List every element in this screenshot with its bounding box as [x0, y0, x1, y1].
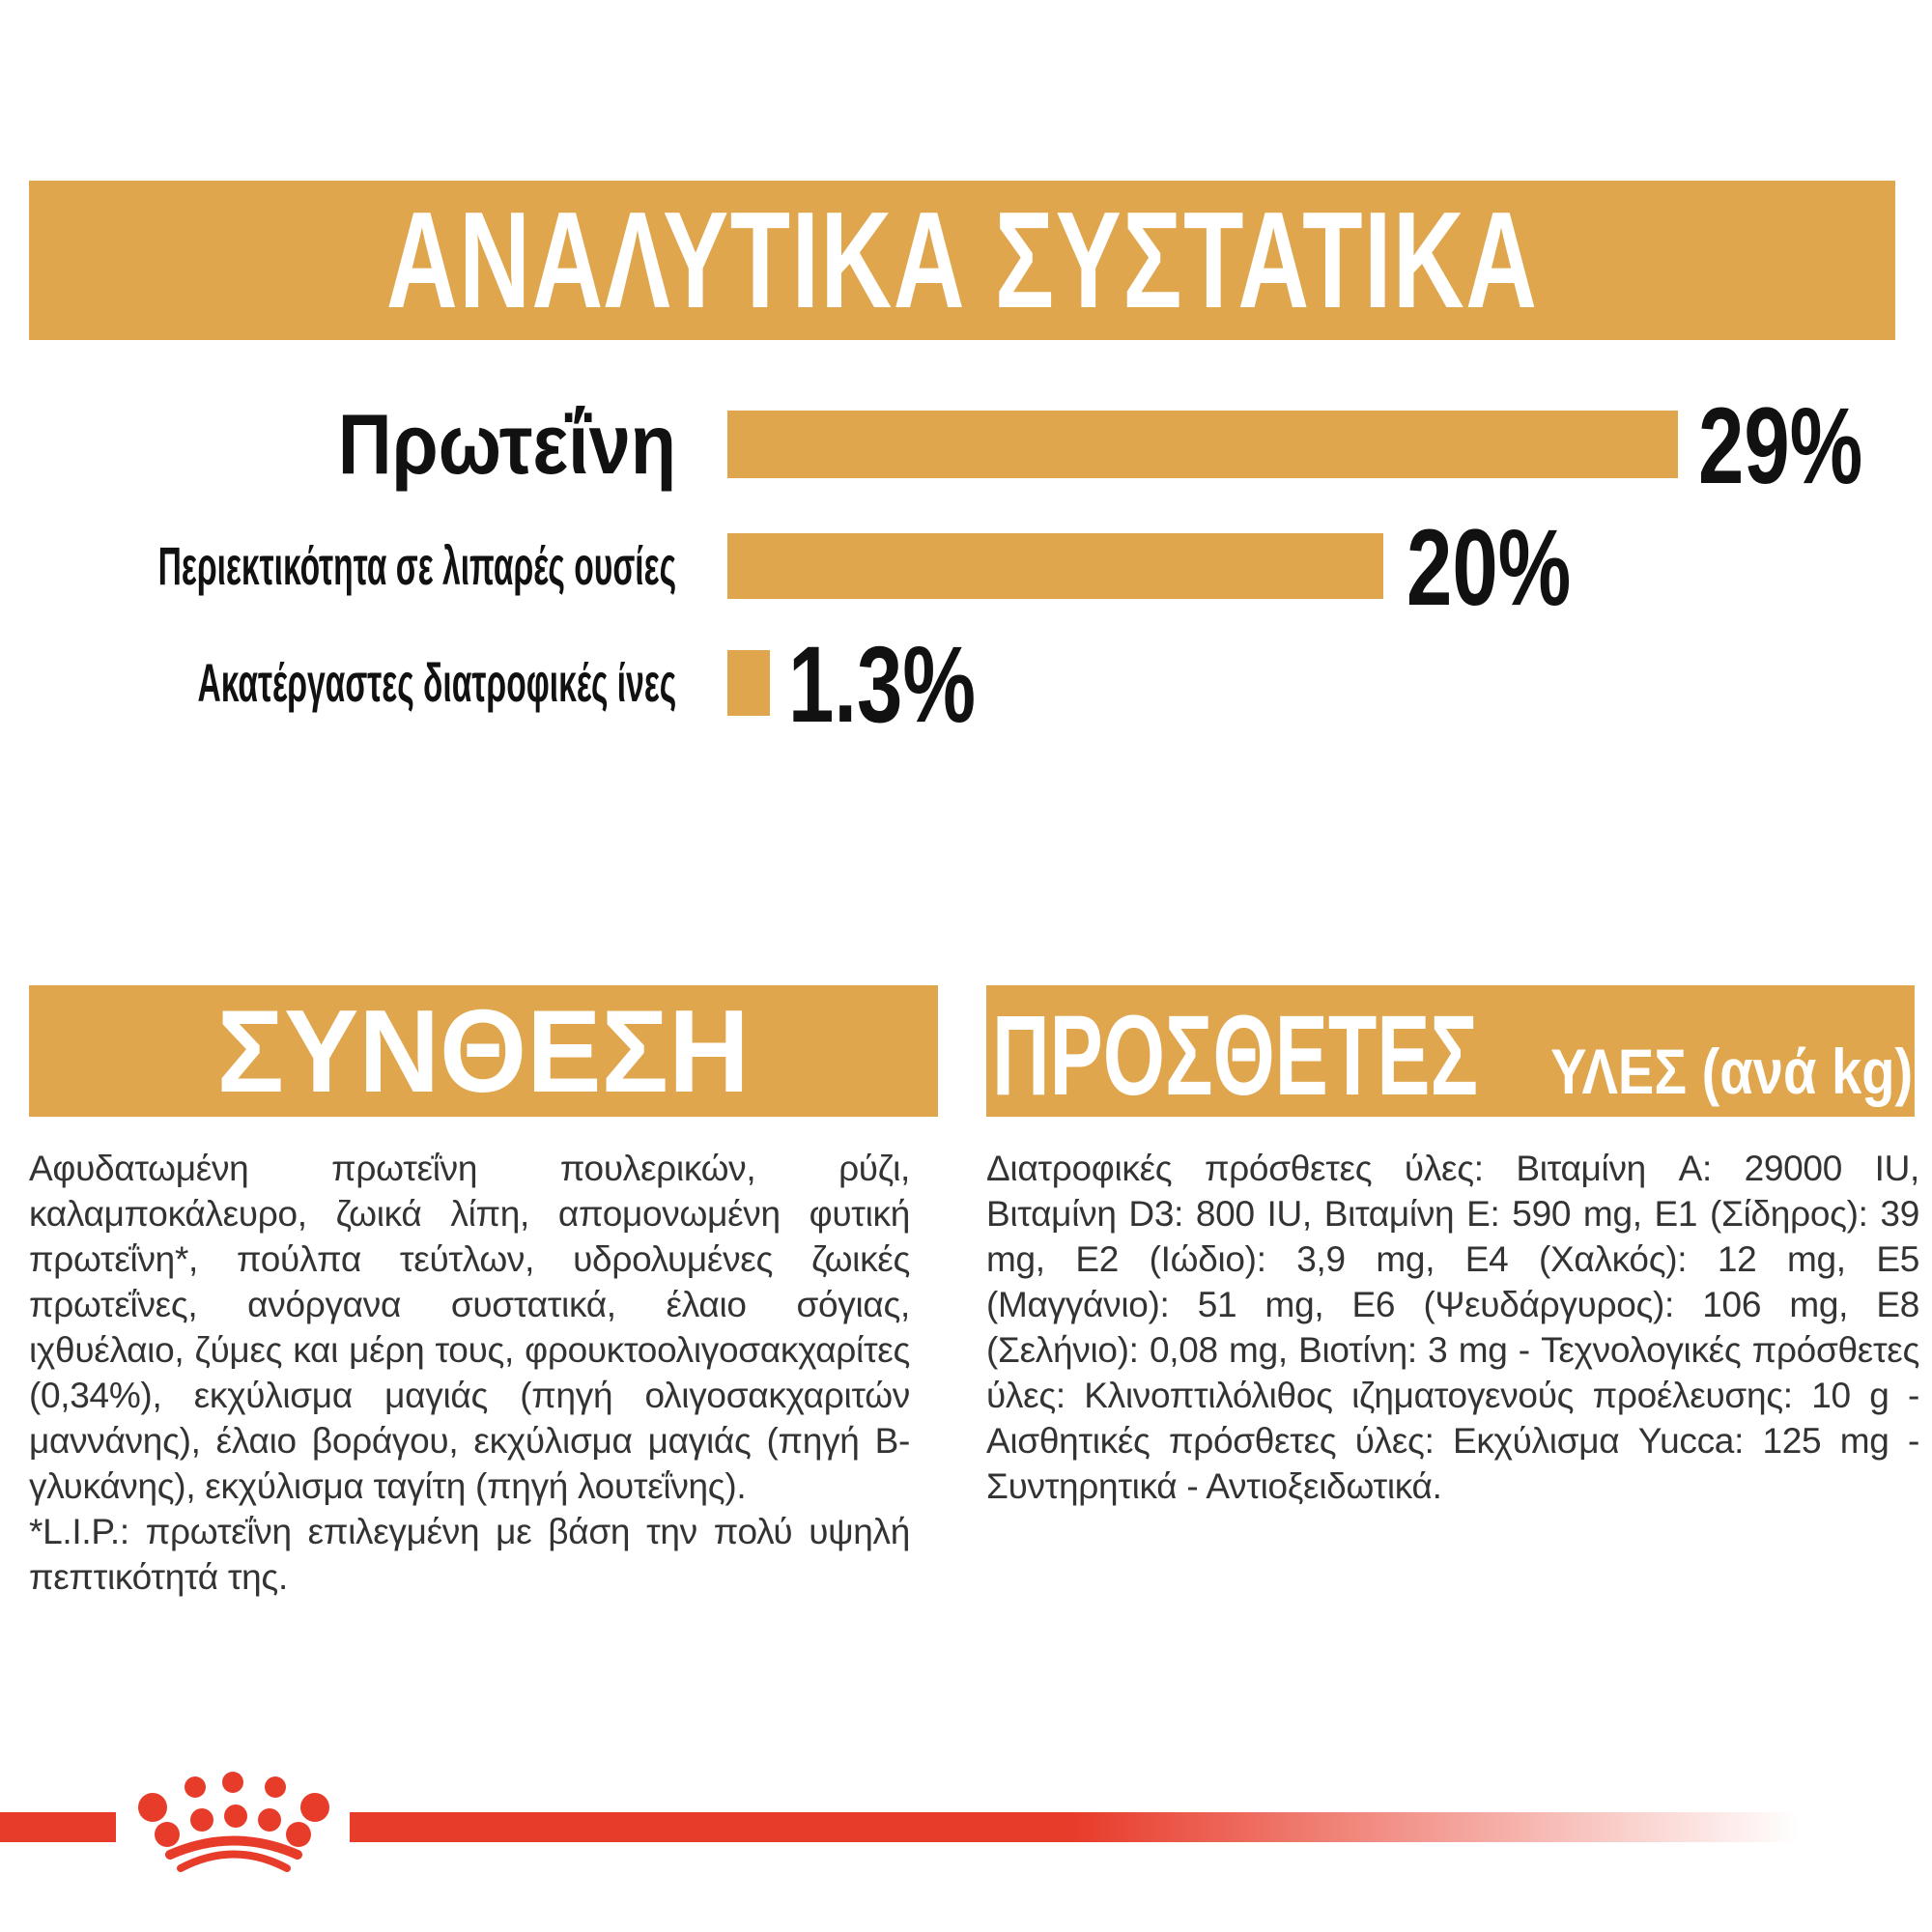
chart-bar-protein [727, 411, 1678, 478]
footer-red-line-right [350, 1812, 1800, 1842]
additives-paragraph: Διατροφικές πρόσθετες ύλες: Βιταμίνη A: … [986, 1149, 1919, 1506]
chart-value-protein: 29% [1698, 385, 1863, 506]
chart-value-fat: 20% [1406, 507, 1572, 628]
composition-footnote: *L.I.P.: πρωτεΐνη επιλεγμένη με βάση την… [29, 1512, 910, 1597]
chart-value-fibre: 1.3% [788, 624, 977, 745]
chart-label-fat: Περιεκτικότητα σε λιπαρές ουσίες [157, 535, 676, 596]
analytical-constituents-banner: ΑΝΑΛΥΤΙΚΑ ΣΥΣΤΑΤΙΚΑ [29, 181, 1895, 340]
chart-bar-fat [727, 533, 1383, 599]
additives-banner: ΠΡΟΣΘΕΤΕΣ ΥΛΕΣ (ανά kg) [986, 985, 1915, 1117]
chart-label-protein: Πρωτεΐνη [337, 396, 676, 492]
composition-text: Αφυδατωμένη πρωτεΐνη πουλερικών, ρύζι, κ… [29, 1146, 910, 1600]
composition-paragraph: Αφυδατωμένη πρωτεΐνη πουλερικών, ρύζι, κ… [29, 1149, 910, 1506]
page-title: ΑΝΑΛΥΤΙΚΑ ΣΥΣΤΑΤΙΚΑ [385, 183, 1539, 337]
composition-banner: ΣΥΝΘΕΣΗ [29, 985, 938, 1117]
chart-bar-fibre [727, 650, 770, 716]
additives-title: ΠΡΟΣΘΕΤΕΣ [992, 992, 1479, 1120]
composition-title: ΣΥΝΘΕΣΗ [216, 985, 751, 1117]
chart-label-fibre: Ακατέργαστες διατροφικές ίνες [197, 652, 676, 713]
additives-text: Διατροφικές πρόσθετες ύλες: Βιταμίνη A: … [986, 1146, 1919, 1509]
additives-title-sub: ΥΛΕΣ (ανά kg) [1549, 1036, 1913, 1107]
footer-red-line-left [0, 1812, 116, 1842]
royal-canin-crown-icon [138, 1772, 329, 1872]
